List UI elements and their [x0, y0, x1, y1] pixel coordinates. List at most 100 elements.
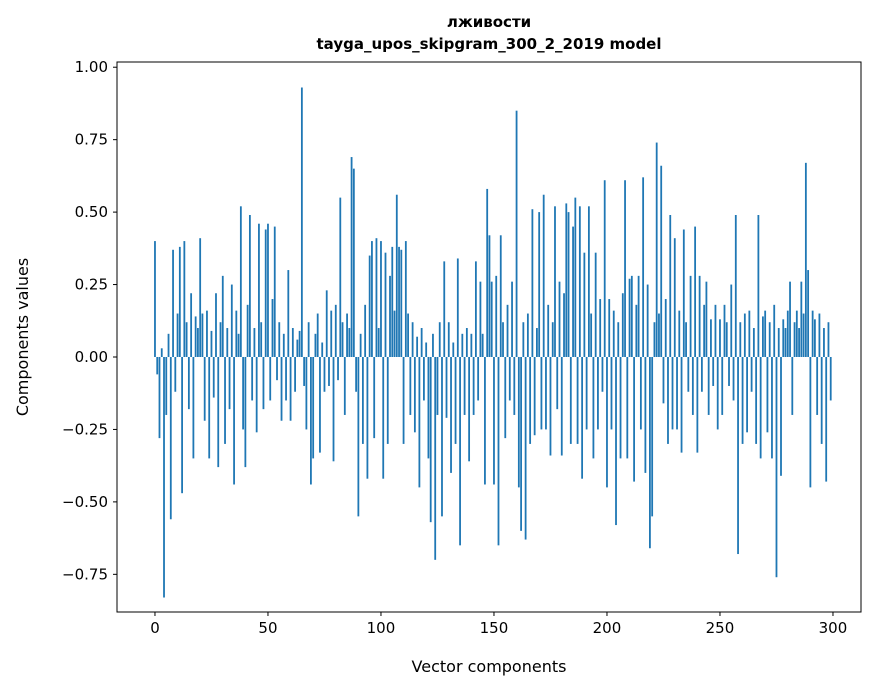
- bar-component-236: [687, 356, 690, 392]
- bar-component-116: [416, 336, 419, 357]
- bar-component-260: [741, 356, 744, 444]
- bar-component-221: [653, 322, 656, 357]
- bar-component-216: [642, 177, 645, 357]
- y-tick-label: 1.00: [75, 58, 108, 76]
- bar-component-76: [325, 290, 328, 357]
- y-tick-label: 0.00: [75, 348, 108, 366]
- bar-component-207: [621, 293, 624, 357]
- bar-component-102: [384, 252, 387, 357]
- bar-component-11: [178, 246, 181, 357]
- y-tick-label: −0.25: [62, 420, 108, 438]
- bar-component-73: [319, 356, 321, 453]
- bar-component-90: [357, 356, 360, 517]
- bar-component-53: [273, 226, 276, 357]
- bar-component-247: [712, 356, 715, 386]
- bar-component-105: [391, 246, 394, 357]
- bar-component-245: [707, 356, 710, 415]
- bar-component-217: [644, 356, 647, 473]
- bar-component-209: [626, 356, 629, 459]
- bar-component-135: [459, 356, 461, 546]
- bar-component-288: [804, 162, 807, 357]
- bar-component-297: [825, 356, 828, 482]
- bar-component-291: [811, 310, 814, 357]
- bar-component-145: [481, 333, 484, 357]
- bar-component-143: [477, 356, 480, 401]
- bar-component-111: [404, 241, 407, 357]
- bar-component-59: [287, 270, 290, 357]
- bar-component-258: [737, 356, 739, 555]
- bar-component-70: [312, 356, 315, 459]
- bar-component-86: [348, 328, 351, 357]
- bar-component-28: [217, 356, 220, 468]
- bar-component-74: [321, 342, 324, 357]
- bar-component-238: [691, 356, 694, 415]
- bar-component-279: [784, 328, 787, 357]
- bar-component-122: [429, 356, 432, 523]
- bar-component-239: [694, 226, 697, 357]
- bar-component-278: [782, 319, 785, 357]
- bar-component-15: [187, 356, 190, 410]
- bar-component-46: [258, 223, 260, 357]
- bar-component-123: [432, 333, 434, 357]
- bar-component-133: [454, 356, 457, 444]
- bar-component-223: [658, 313, 660, 357]
- bar-component-75: [323, 356, 326, 392]
- bar-component-234: [682, 229, 685, 357]
- bar-component-110: [402, 356, 405, 444]
- bar-component-31: [224, 356, 226, 444]
- bar-component-157: [508, 356, 511, 401]
- bar-component-284: [795, 310, 798, 357]
- bar-component-99: [377, 328, 380, 357]
- bar-component-95: [368, 255, 371, 357]
- bar-component-83: [341, 322, 344, 357]
- bar-component-42: [248, 215, 251, 357]
- bar-component-282: [791, 356, 794, 415]
- bar-component-176: [551, 322, 554, 357]
- bar-component-22: [203, 356, 206, 421]
- bar-component-55: [278, 322, 281, 357]
- bar-component-248: [714, 304, 717, 357]
- bar-component-26: [212, 356, 215, 398]
- bar-component-158: [511, 281, 513, 357]
- bar-component-208: [624, 180, 626, 357]
- bar-component-51: [269, 356, 272, 401]
- x-tick-label: 150: [480, 619, 509, 637]
- bar-component-246: [710, 319, 712, 357]
- bar-component-184: [569, 356, 572, 444]
- bar-component-58: [285, 356, 287, 401]
- bar-component-192: [587, 206, 590, 357]
- axes-border: [116, 61, 862, 613]
- bar-component-275: [775, 356, 778, 578]
- bar-component-289: [807, 270, 810, 357]
- bar-component-276: [777, 328, 780, 357]
- bar-component-183: [567, 212, 570, 357]
- bar-component-253: [725, 322, 728, 357]
- bar-component-137: [463, 356, 466, 415]
- bar-component-271: [766, 356, 769, 433]
- bar-component-298: [827, 322, 830, 357]
- bar-component-62: [294, 356, 296, 392]
- bar-component-229: [671, 356, 674, 430]
- bar-component-121: [427, 356, 430, 459]
- x-axis-label: Vector components: [412, 657, 567, 676]
- bar-component-140: [470, 333, 473, 357]
- bar-component-202: [610, 356, 613, 430]
- bar-component-93: [364, 304, 367, 357]
- bar-component-60: [289, 356, 292, 421]
- bar-component-103: [386, 356, 389, 444]
- bar-component-98: [375, 238, 378, 357]
- bar-component-88: [352, 168, 355, 357]
- bar-component-286: [800, 281, 803, 357]
- bar-component-41: [246, 304, 249, 357]
- bar-component-219: [649, 356, 651, 549]
- bar-component-112: [407, 313, 409, 357]
- bar-component-45: [255, 356, 258, 433]
- bar-component-266: [755, 356, 758, 444]
- bar-component-104: [389, 275, 391, 357]
- bar-component-213: [635, 304, 638, 357]
- bar-component-159: [513, 356, 516, 415]
- bar-component-228: [669, 215, 672, 357]
- bar-component-115: [413, 356, 416, 433]
- chart-title-word: лживости: [447, 13, 531, 31]
